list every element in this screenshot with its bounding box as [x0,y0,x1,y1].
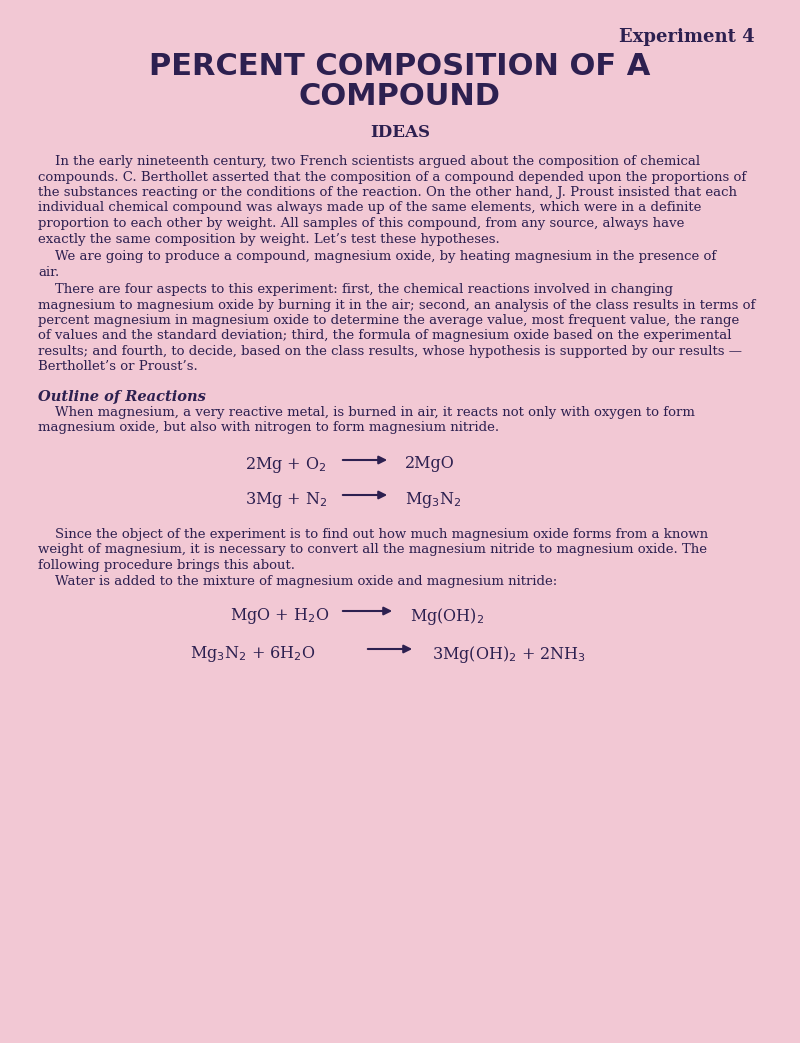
Text: When magnesium, a very reactive metal, is burned in air, it reacts not only with: When magnesium, a very reactive metal, i… [38,406,695,419]
Text: Outline of Reactions: Outline of Reactions [38,390,206,404]
Text: Mg$_3$N$_2$: Mg$_3$N$_2$ [405,490,462,510]
Text: 2MgO: 2MgO [405,455,454,472]
Text: In the early nineteenth century, two French scientists argued about the composit: In the early nineteenth century, two Fre… [38,155,700,168]
Text: There are four aspects to this experiment: first, the chemical reactions involve: There are four aspects to this experimen… [38,283,673,296]
Text: PERCENT COMPOSITION OF A: PERCENT COMPOSITION OF A [150,52,650,81]
Text: COMPOUND: COMPOUND [299,82,501,111]
Text: MgO + H$_2$O: MgO + H$_2$O [230,606,329,626]
Text: following procedure brings this about.: following procedure brings this about. [38,559,295,572]
Text: exactly the same composition by weight. Let’s test these hypotheses.: exactly the same composition by weight. … [38,233,500,245]
Text: proportion to each other by weight. All samples of this compound, from any sourc: proportion to each other by weight. All … [38,217,684,231]
Text: Since the object of the experiment is to find out how much magnesium oxide forms: Since the object of the experiment is to… [38,528,708,541]
Text: individual chemical compound was always made up of the same elements, which were: individual chemical compound was always … [38,201,702,215]
Text: compounds. C. Berthollet asserted that the composition of a compound depended up: compounds. C. Berthollet asserted that t… [38,170,746,184]
Text: magnesium oxide, but also with nitrogen to form magnesium nitride.: magnesium oxide, but also with nitrogen … [38,421,499,435]
Text: 3Mg + N$_2$: 3Mg + N$_2$ [245,490,327,510]
Text: Water is added to the mixture of magnesium oxide and magnesium nitride:: Water is added to the mixture of magnesi… [38,575,558,587]
Text: IDEAS: IDEAS [370,124,430,141]
Text: the substances reacting or the conditions of the reaction. On the other hand, J.: the substances reacting or the condition… [38,186,737,199]
Text: air.: air. [38,266,59,278]
Text: 2Mg + O$_2$: 2Mg + O$_2$ [245,455,326,475]
Text: weight of magnesium, it is necessary to convert all the magnesium nitride to mag: weight of magnesium, it is necessary to … [38,543,707,557]
Text: percent magnesium in magnesium oxide to determine the average value, most freque: percent magnesium in magnesium oxide to … [38,314,739,328]
Text: Berthollet’s or Proust’s.: Berthollet’s or Proust’s. [38,361,198,373]
Text: We are going to produce a compound, magnesium oxide, by heating magnesium in the: We are going to produce a compound, magn… [38,250,716,263]
Text: 3Mg(OH)$_2$ + 2NH$_3$: 3Mg(OH)$_2$ + 2NH$_3$ [432,644,586,665]
Text: magnesium to magnesium oxide by burning it in the air; second, an analysis of th: magnesium to magnesium oxide by burning … [38,298,755,312]
Text: Experiment 4: Experiment 4 [619,28,755,46]
Text: Mg$_3$N$_2$ + 6H$_2$O: Mg$_3$N$_2$ + 6H$_2$O [190,644,316,664]
Text: Mg(OH)$_2$: Mg(OH)$_2$ [410,606,484,627]
Text: results; and fourth, to decide, based on the class results, whose hypothesis is : results; and fourth, to decide, based on… [38,345,742,358]
Text: of values and the standard deviation; third, the formula of magnesium oxide base: of values and the standard deviation; th… [38,330,731,342]
